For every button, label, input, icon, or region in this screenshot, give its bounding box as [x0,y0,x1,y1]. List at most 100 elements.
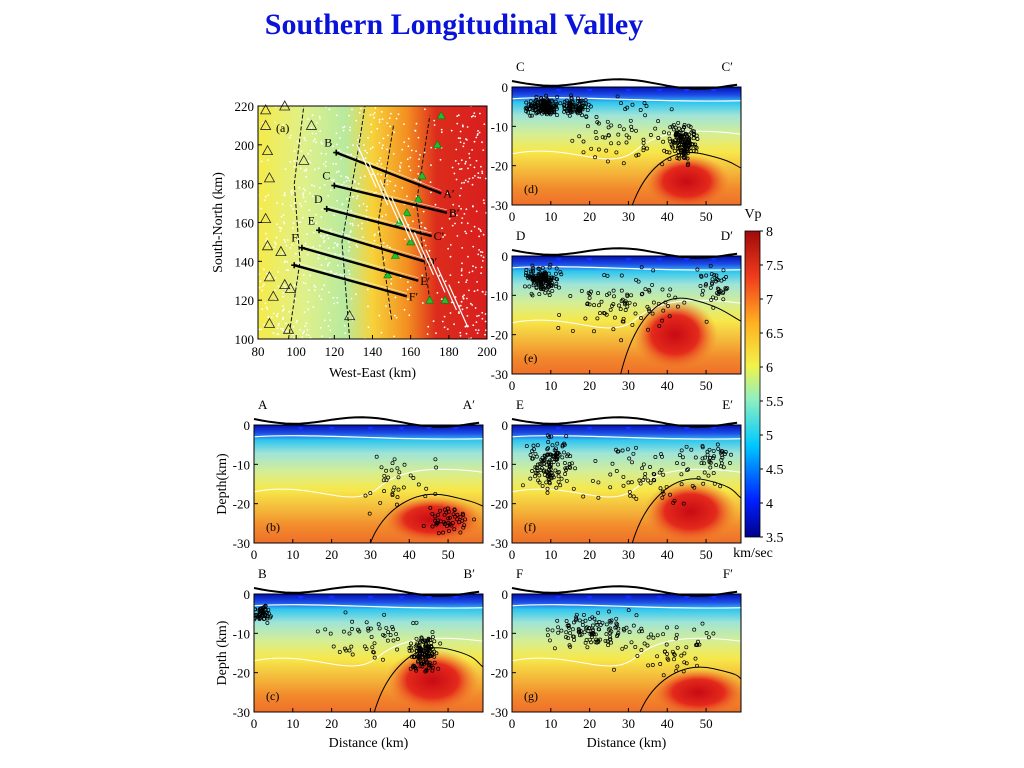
hypocenter [554,281,559,286]
profile-start-label: E [308,213,315,227]
quake-dot [342,126,345,129]
quake-dot [308,289,310,292]
quake-dot [319,186,321,189]
quake-dot [301,216,304,219]
station-marker [683,258,690,263]
quake-dot [312,306,315,308]
hypocenter [384,625,389,630]
hypocenter [541,458,546,463]
hypocenter [707,460,712,464]
hypocenter [637,629,642,634]
hypocenter [610,461,615,466]
hypocenter [609,618,614,623]
hypocenter [553,446,558,451]
quake-dot [459,194,461,197]
quake-dot [380,111,383,113]
hypocenter [378,500,383,505]
hypocenter [611,327,616,332]
hypocenter [567,462,572,466]
quake-dot [484,333,486,336]
hypocenter [553,455,558,460]
hypocenter [728,461,732,465]
hypocenter [258,615,263,620]
hypocenter [590,478,595,483]
hypocenter [610,303,614,308]
hypocenter [557,452,562,457]
colorbar-title: Vp [744,207,761,222]
quake-dot [339,253,342,256]
hypocenter [526,110,531,115]
hypocenter [669,107,674,112]
quake-dot [260,160,263,163]
quake-dot [306,329,309,331]
quake-dot [393,335,395,338]
quake-dot [320,298,323,301]
quake-dot [299,202,301,205]
hypocenter [562,442,567,447]
quake-dot [472,245,475,248]
quake-dot [326,234,329,237]
quake-dot [371,146,374,149]
quake-dot [465,232,468,235]
hypocenter [675,156,680,161]
hypocenter [648,133,653,137]
hypocenter [682,155,686,160]
hypocenter [696,475,701,480]
hypocenter [460,518,465,523]
colorbar-tick-label: 6 [766,361,773,376]
hypocenter [693,142,698,147]
colorbar-gradient [744,230,761,538]
y-axis-label: South-North (km) [211,172,226,273]
station-marker [586,596,593,601]
hypocenter [625,447,630,452]
hypocenter [587,616,592,621]
quake-dot [312,246,315,248]
hypocenter [579,632,584,637]
hypocenter [434,651,439,656]
quake-dot [365,209,368,212]
hypocenter [544,101,549,106]
hypocenter [574,612,579,617]
quake-dot [479,112,481,115]
hypocenter [668,287,673,292]
hypocenter [347,631,352,636]
hypocenter [549,277,554,282]
hypocenter [623,107,628,112]
hypocenter [661,308,666,313]
hypocenter [699,273,703,278]
quake-dot [412,220,414,223]
quake-dot [283,261,286,264]
quake-dot [346,146,349,149]
quake-dot [343,125,346,128]
hypocenter [611,288,616,293]
hypocenter [657,323,662,328]
hypocenter [547,467,551,472]
hypocenter [714,277,719,282]
quake-dot [456,115,459,117]
black-contour [369,493,483,543]
x-tick-label: 0 [509,547,516,562]
hypocenter [426,637,431,642]
quake-dot [290,191,293,194]
quake-dot [459,168,461,171]
quake-dot [282,124,285,126]
quake-dot [401,187,404,189]
quake-dot [455,178,458,181]
quake-dot [336,245,339,248]
x-tick-label: 40 [661,378,674,393]
hypocenter [640,466,645,471]
y-tick-label: -30 [233,705,250,720]
quake-dot [378,159,381,162]
quake-dot [484,329,487,332]
hypocenter [366,626,371,631]
profile-start-marker [291,262,298,269]
quake-dot [292,222,295,225]
quake-dot [347,177,349,180]
hypocenter [672,652,677,657]
quake-dot [351,108,353,111]
hypocenter [570,328,575,333]
high-velocity-body [385,649,480,712]
station-markers [297,596,459,601]
y-tick-label: -20 [491,328,508,343]
